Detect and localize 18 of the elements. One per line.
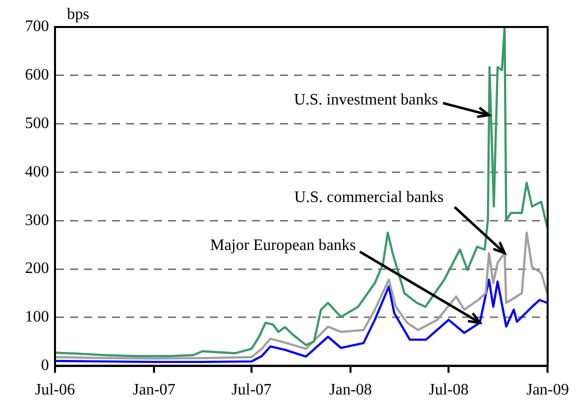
x-tick-label: Jan-07	[132, 382, 176, 399]
y-tick-label: 700	[25, 18, 49, 36]
y-tick-label: 0	[41, 357, 49, 374]
y-axis-title: bps	[67, 6, 90, 24]
y-tick-label: 200	[25, 260, 49, 278]
x-tick-label: Jul-07	[232, 382, 272, 399]
annotation: U.S. investment banks	[294, 91, 438, 108]
x-tick-label: Jul-06	[35, 382, 75, 399]
annotation: U.S. commercial banks	[294, 189, 444, 206]
x-tick-label: Jul-08	[428, 382, 469, 399]
y-tick-label: 400	[25, 163, 49, 180]
y-tick-label: 600	[25, 66, 49, 84]
x-tick-label: Jan-08	[329, 382, 372, 399]
y-tick-label: 100	[25, 308, 49, 326]
x-tick-label: Jan-09	[526, 382, 569, 399]
annotation: Major European banks	[210, 236, 356, 254]
y-tick-label: 300	[25, 212, 49, 229]
y-tick-label: 500	[25, 115, 49, 132]
